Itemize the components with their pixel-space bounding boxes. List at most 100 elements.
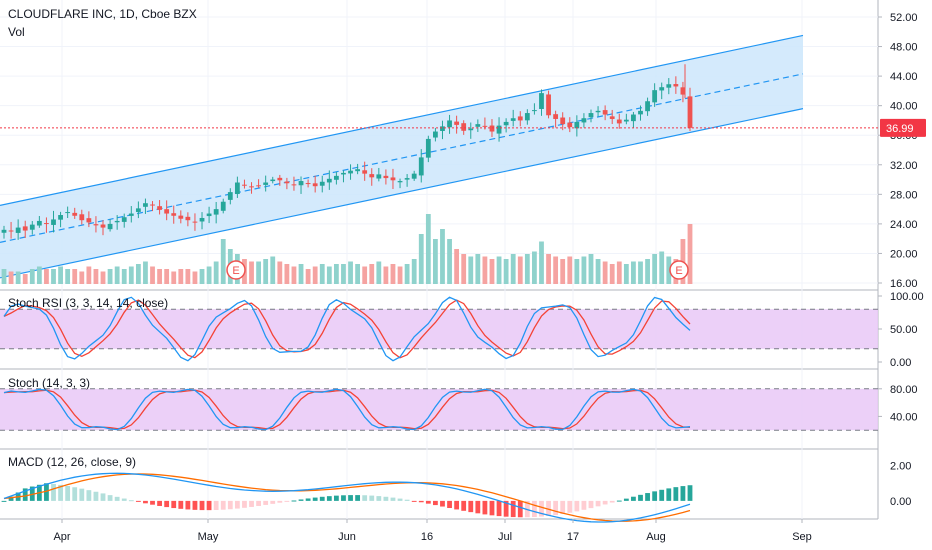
candle-body <box>418 157 424 176</box>
volume-label[interactable]: Vol <box>8 25 25 39</box>
volume-bar <box>157 269 162 284</box>
candle-body <box>404 178 410 180</box>
candle-body <box>220 201 226 211</box>
candle-body <box>72 212 78 216</box>
earnings-marker[interactable]: E <box>669 260 689 280</box>
volume-bar <box>128 266 134 284</box>
candle-body <box>567 122 573 128</box>
candle-body <box>213 209 219 215</box>
macd-histogram-bar <box>623 498 629 501</box>
macd-histogram-bar <box>256 500 261 506</box>
candle-body <box>666 84 672 88</box>
candle-body <box>524 113 530 121</box>
candle-body <box>291 184 297 186</box>
macd-histogram-bar <box>362 495 368 501</box>
macd-histogram-bar <box>213 500 219 511</box>
candle-body <box>256 185 261 187</box>
volume-bar <box>468 256 474 284</box>
macd-histogram-bar <box>291 500 297 502</box>
candle-body <box>8 230 14 232</box>
macd-histogram-bar <box>433 500 438 506</box>
macd-label[interactable]: MACD (12, 26, close, 9) <box>8 455 137 469</box>
candle-body <box>135 208 141 212</box>
volume-bar <box>121 269 127 284</box>
macd-histogram-bar <box>447 500 452 509</box>
macd-histogram-bar <box>631 496 636 501</box>
macd-histogram-bar <box>206 500 212 511</box>
oscillator-panes <box>0 296 878 523</box>
earnings-marker[interactable]: E <box>226 260 246 280</box>
osc-tick-label: 100.00 <box>890 291 924 303</box>
price-axis[interactable]: 52.0048.0044.0040.0036.0032.0028.0024.00… <box>878 12 926 508</box>
macd-line <box>3 472 691 523</box>
candle-body <box>249 186 254 188</box>
volume-bar <box>256 261 261 284</box>
macd-histogram-bar <box>468 500 474 513</box>
candle-body <box>29 224 35 230</box>
candle-body <box>270 179 276 182</box>
volume-bar <box>65 269 71 284</box>
candle-body <box>659 87 665 91</box>
volume-bar <box>86 266 92 284</box>
candle-body <box>362 170 368 174</box>
volume-bar <box>631 261 636 284</box>
macd-histogram-bar <box>199 500 205 511</box>
time-axis[interactable]: Apr May Jun 16 Jul 17 Aug Sep <box>53 519 812 543</box>
volume-bar <box>454 249 460 284</box>
price-tick-label: 24.00 <box>890 219 918 231</box>
candle-body <box>680 87 686 95</box>
volume-bar <box>517 256 523 284</box>
candle-body <box>517 116 523 121</box>
volume-bar <box>404 264 410 284</box>
stoch-label[interactable]: Stoch (14, 3, 3) <box>8 376 91 390</box>
stoch-rsi-label[interactable]: Stoch RSI (3, 3, 14, 14, close) <box>8 296 169 310</box>
volume-bar <box>496 256 502 284</box>
volume-bar <box>638 261 643 284</box>
candle-body <box>411 173 417 179</box>
macd-histogram-bar <box>72 487 78 501</box>
macd-histogram-bar <box>602 500 608 505</box>
macd-histogram-bar <box>539 500 544 517</box>
candle-body <box>206 213 212 217</box>
macd-histogram-bar <box>510 500 516 518</box>
candle-body <box>178 215 184 219</box>
candle-body <box>355 169 361 172</box>
macd-histogram-bar <box>44 483 49 501</box>
volume-bar <box>418 234 424 284</box>
volume-bar <box>298 264 304 284</box>
candle-body <box>482 125 488 127</box>
volume-bar <box>58 266 63 284</box>
macd-histogram-bar <box>100 493 106 501</box>
time-tick-label: Aug <box>646 531 666 543</box>
macd-histogram-bar <box>482 500 488 515</box>
volume-bar <box>206 266 212 284</box>
volume-bar <box>666 256 672 284</box>
macd-histogram-bar <box>65 485 71 501</box>
candle-body <box>581 118 587 123</box>
candle-body <box>539 93 544 109</box>
price-tick-label: 48.00 <box>890 42 918 54</box>
candle-body <box>468 128 474 131</box>
stoch-rsi-d-line <box>3 299 691 359</box>
volume-bar <box>143 261 148 284</box>
macd-histogram-bar <box>553 500 559 516</box>
candle-body <box>263 182 269 185</box>
stoch-rsi-band <box>0 309 878 349</box>
candle-body <box>461 123 467 131</box>
macd-histogram-bar <box>227 500 233 510</box>
volume-bar <box>645 259 650 284</box>
symbol-title[interactable]: CLOUDFLARE INC, 1D, Cboe BZX <box>8 7 197 21</box>
volume-bar <box>270 256 276 284</box>
volume-bar <box>263 259 269 284</box>
macd-histogram-bar <box>58 484 63 501</box>
candle-body <box>595 110 601 113</box>
channel-fill <box>0 35 803 278</box>
price-tick-label: 28.00 <box>890 189 918 201</box>
volume-bar <box>609 264 615 284</box>
candle-body <box>390 177 396 181</box>
volume-bar <box>164 269 170 284</box>
macd-histogram-bar <box>355 495 361 501</box>
volume-bar <box>72 269 78 284</box>
